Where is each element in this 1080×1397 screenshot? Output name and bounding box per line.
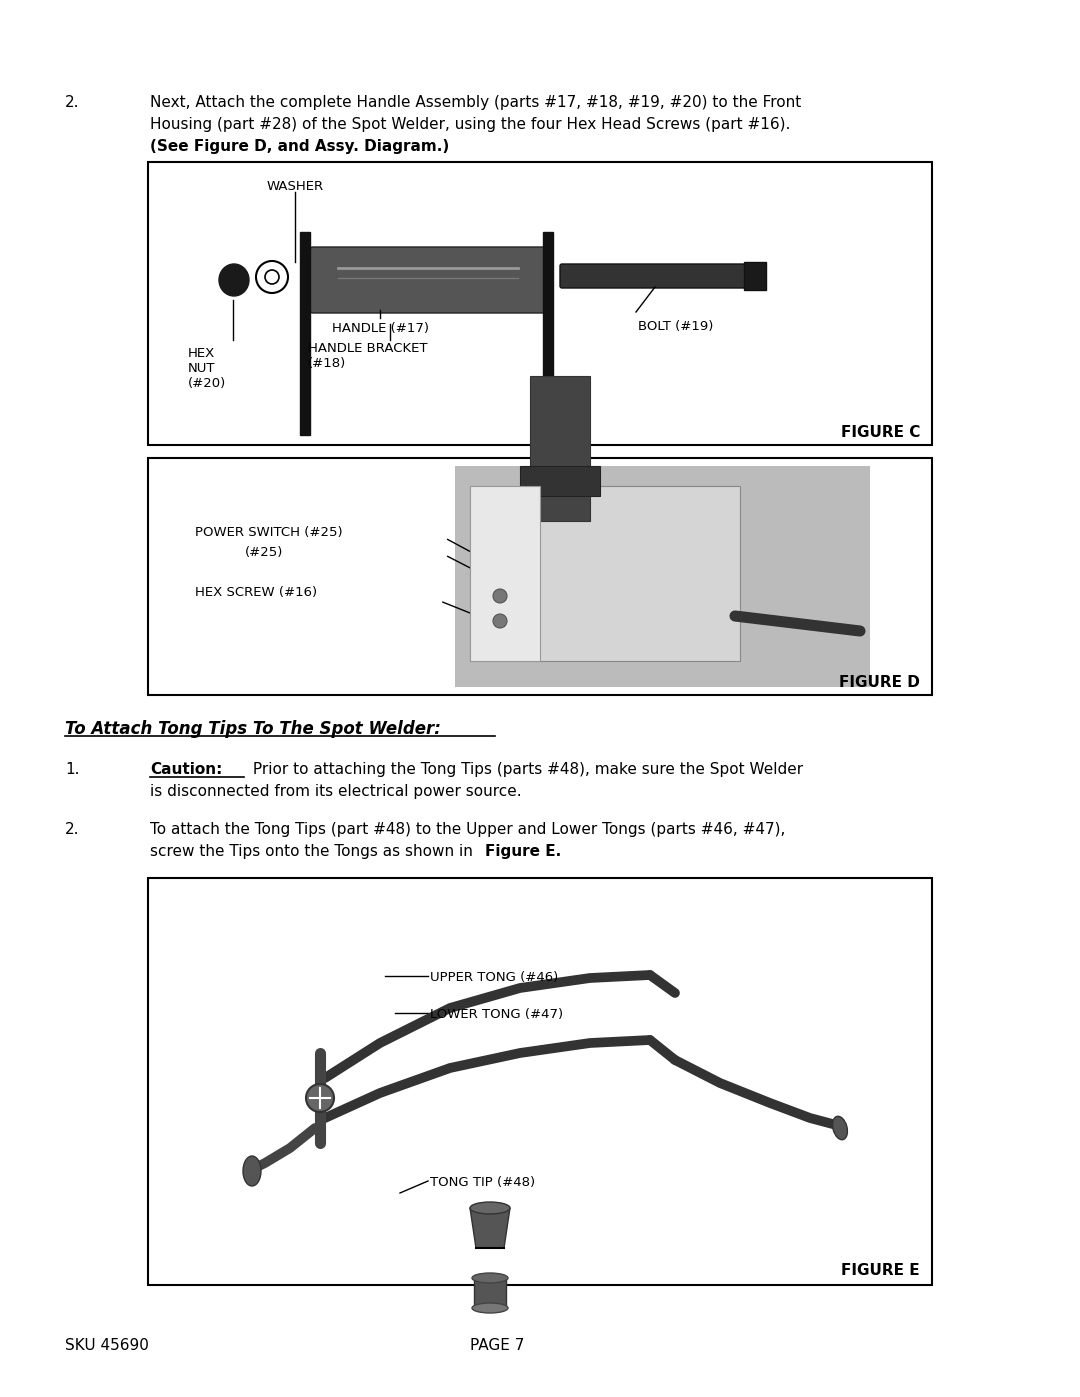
FancyBboxPatch shape (561, 264, 764, 288)
Bar (148, 458, 932, 694)
Bar (470, 486, 740, 661)
Bar (744, 263, 766, 291)
Ellipse shape (472, 1273, 508, 1282)
Text: Prior to attaching the Tong Tips (parts #48), make sure the Spot Welder: Prior to attaching the Tong Tips (parts … (248, 761, 804, 777)
Text: 2.: 2. (65, 821, 80, 837)
Text: TONG TIP (#48): TONG TIP (#48) (430, 1176, 535, 1189)
Bar (530, 376, 590, 521)
Bar (148, 877, 932, 1285)
Bar (300, 232, 310, 434)
Text: To attach the Tong Tips (part #48) to the Upper and Lower Tongs (parts #46, #47): To attach the Tong Tips (part #48) to th… (150, 821, 785, 837)
Text: BOLT (#19): BOLT (#19) (638, 320, 714, 332)
Text: WASHER: WASHER (267, 180, 324, 193)
Text: Caution:: Caution: (150, 761, 222, 777)
Circle shape (492, 615, 507, 629)
Text: HEX
NUT
(#20): HEX NUT (#20) (188, 346, 226, 390)
Bar (148, 162, 932, 446)
Ellipse shape (243, 1155, 261, 1186)
Bar (474, 1278, 507, 1308)
Text: HANDLE (#17): HANDLE (#17) (332, 321, 429, 335)
Bar (455, 467, 870, 687)
Text: FIGURE E: FIGURE E (841, 1263, 920, 1278)
Text: Figure E.: Figure E. (485, 844, 562, 859)
Ellipse shape (833, 1116, 848, 1140)
Text: FIGURE D: FIGURE D (839, 675, 920, 690)
Text: (See Figure D, and Assy. Diagram.): (See Figure D, and Assy. Diagram.) (150, 138, 449, 154)
Circle shape (265, 270, 279, 284)
Circle shape (306, 1084, 334, 1112)
Text: screw the Tips onto the Tongs as shown in: screw the Tips onto the Tongs as shown i… (150, 844, 477, 859)
Text: 1.: 1. (65, 761, 80, 777)
Text: HEX SCREW (#16): HEX SCREW (#16) (195, 585, 318, 599)
Text: POWER SWITCH (#25): POWER SWITCH (#25) (195, 527, 342, 539)
Text: UPPER TONG (#46): UPPER TONG (#46) (430, 971, 558, 983)
Polygon shape (470, 1208, 510, 1248)
Ellipse shape (470, 1201, 510, 1214)
Text: LOWER TONG (#47): LOWER TONG (#47) (430, 1009, 563, 1021)
Ellipse shape (219, 264, 249, 296)
Bar (519, 467, 600, 496)
Text: PAGE 7: PAGE 7 (470, 1338, 525, 1354)
Text: 2.: 2. (65, 95, 80, 110)
Circle shape (492, 590, 507, 604)
Text: is disconnected from its electrical power source.: is disconnected from its electrical powe… (150, 784, 522, 799)
Circle shape (256, 261, 288, 293)
Ellipse shape (472, 1303, 508, 1313)
Text: SKU 45690: SKU 45690 (65, 1338, 149, 1354)
Text: HANDLE BRACKET
(#18): HANDLE BRACKET (#18) (308, 342, 428, 370)
Text: (#25): (#25) (245, 546, 283, 559)
Bar (470, 486, 540, 661)
Bar (543, 232, 553, 434)
Text: Housing (part #28) of the Spot Welder, using the four Hex Head Screws (part #16): Housing (part #28) of the Spot Welder, u… (150, 117, 791, 131)
Text: Next, Attach the complete Handle Assembly (parts #17, #18, #19, #20) to the Fron: Next, Attach the complete Handle Assembl… (150, 95, 801, 110)
Text: FIGURE C: FIGURE C (840, 425, 920, 440)
FancyBboxPatch shape (310, 247, 546, 313)
Text: To Attach Tong Tips To The Spot Welder:: To Attach Tong Tips To The Spot Welder: (65, 719, 441, 738)
